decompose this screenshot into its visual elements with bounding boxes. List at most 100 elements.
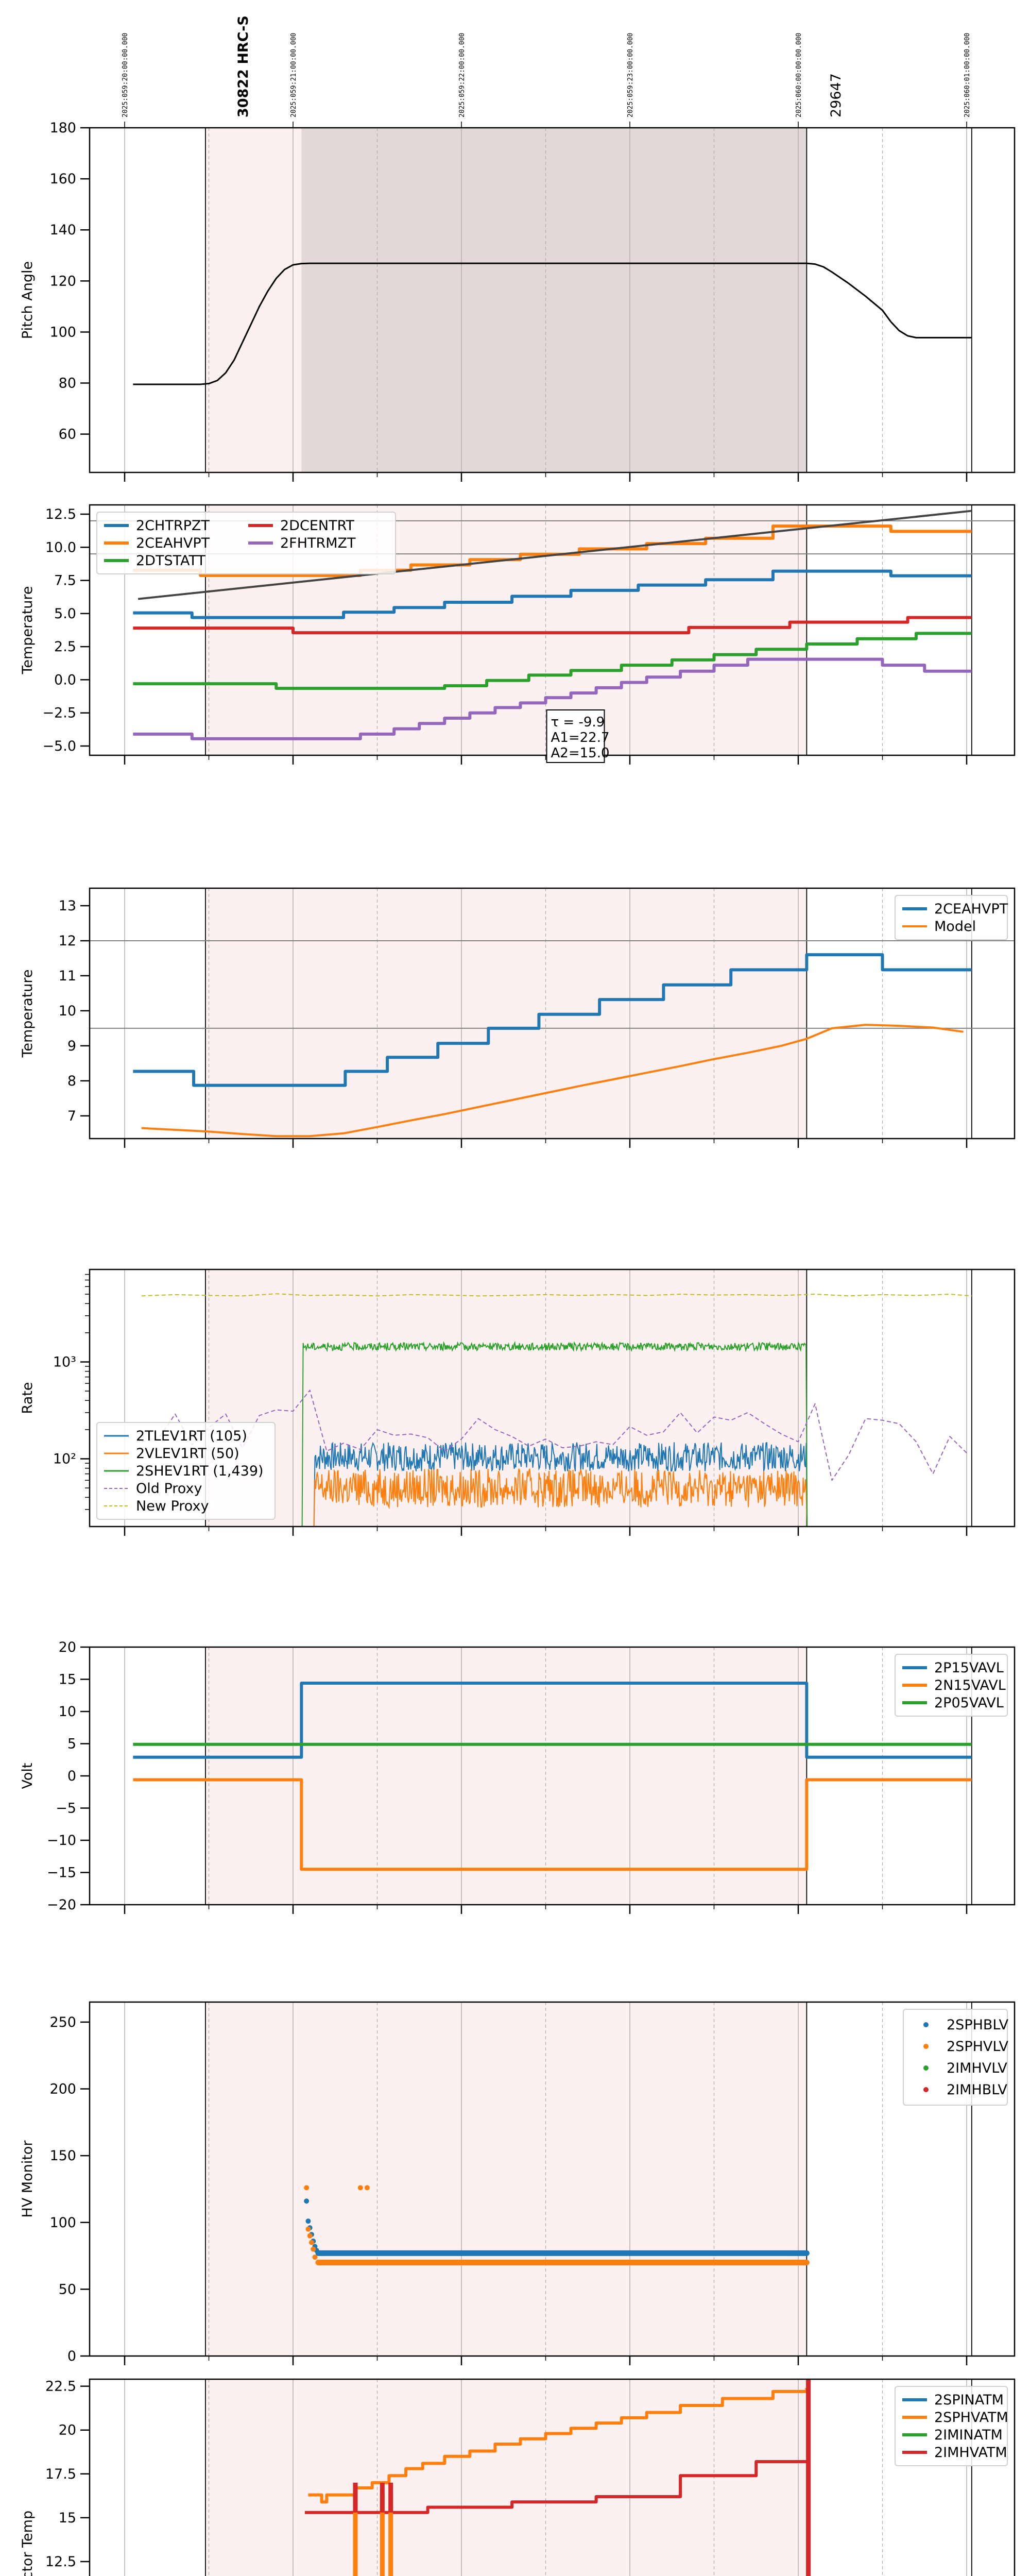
obsid-label: 30822 HRC-S [235,15,251,117]
y-tick-label: 12.5 [45,506,76,522]
series-2DTSTATT [133,632,972,690]
series-2FHTRMZT [133,657,972,740]
y-tick-label: −20 [47,1897,76,1913]
y-tick-label: 100 [49,324,76,340]
axes-frame [89,127,1016,473]
data-point-2SPHVLV [307,2233,313,2239]
data-layer [133,1682,972,1871]
y-tick-label: −5.0 [42,738,76,754]
obsid-label: 29647 [828,73,844,117]
panel-rates: 10² 10³ Rate 2TLEV1RT (105) 2VLEV1RT (50)2SH… [20,1268,1016,1536]
y-tick-label: −15 [47,1865,76,1881]
legend-box [96,1422,276,1520]
y-tick-label: −10 [47,1833,76,1849]
data-point-2SPHVLV [304,2185,310,2191]
y-tick-label: 10.0 [45,539,76,555]
y-axis-label: Pitch Angle [20,261,36,339]
series-Model [141,1024,964,1138]
legend-marker [923,2022,929,2027]
legend-label: 2SPHBLV [947,2017,1009,2033]
legend-label: 2VLEV1RT (50) [136,1446,239,1462]
annotation-line: A2=15.0 [551,745,610,761]
obs-shading [205,1647,807,1905]
top-time-label: 2025:059:22:00:00.000 [458,33,466,117]
obs-shading [205,888,807,1139]
y-tick-label: 120 [49,273,76,289]
y-axis-label: Temperature [20,969,36,1058]
y-axis-label: Rate [20,1382,36,1414]
y-tick-label: 7.5 [54,573,76,589]
data-layer [304,2379,811,2576]
legend-label: 2IMHVATM [934,2445,1007,2461]
y-tick-label: 0 [67,2348,76,2364]
y-tick-label: 80 [59,376,76,392]
y-tick-label: 17.5 [45,2466,76,2482]
legend-box [895,2386,1008,2466]
y-tick-label: 10 [59,1003,76,1019]
top-time-label: 2025:059:23:00:00.000 [627,33,634,117]
series-2TLEV1RT (105) [313,1442,808,1527]
axes-frame [89,1268,1016,1528]
legend-label: 2P15VAVL [934,1660,1004,1676]
legend-label: 2CEAHVPT [934,901,1008,917]
legend: 2CEAHVPT Model [895,895,1008,940]
legend-box [96,512,396,574]
top-time-label: 2025:059:20:00:00.000 [122,33,129,117]
series-2DCENTRT [133,616,972,635]
y-tick-label: 140 [49,222,76,238]
y-tick-label: 0 [67,1768,76,1784]
data-point-2SPHVLV [312,2255,318,2260]
obs-shading [205,2002,807,2356]
y-tick-label: 180 [49,120,76,136]
legend-box [895,1654,1008,1717]
y-tick-label: 7 [67,1108,76,1124]
legend-label: Model [934,919,976,935]
annotation-line: τ = -9.9 [551,715,605,730]
legend-marker [923,2087,929,2092]
top-time-label: 2025:060:01:00:00.000 [964,33,971,117]
y-tick-label: 150 [49,2148,76,2164]
legend-marker [923,2065,929,2071]
y-tick-label: 13 [59,898,76,914]
legend-label: 2SPINATM [934,2392,1004,2408]
axes-frame [89,887,1016,1140]
series-2P15VAVL [133,1682,972,1759]
legend-label: 2N15VAVL [934,1677,1006,1693]
legend-label: 2IMHVLV [947,2060,1007,2076]
annotation-line: A1=22.7 [551,730,610,745]
y-tick-label: 22.5 [45,2379,76,2395]
data-layer [304,2185,810,2266]
legend-label: 2CHTRPZT [136,518,210,534]
y-axis-label: Volt [20,1763,36,1789]
y-tick-label: −2.5 [42,705,76,721]
data-point-2SPHVLV [357,2185,363,2191]
y-tick-label: 50 [59,2281,76,2297]
y-axis-label: HV Monitor [20,2140,36,2218]
legend-label: 2IMHBLV [947,2082,1007,2098]
y-tick-label: 11 [59,968,76,984]
legend-label: 2SPHVATM [934,2410,1008,2426]
legend-label: 2DTSTATT [136,553,205,569]
y-axis-label: Detector Temp [20,2511,36,2576]
series-Fit [138,510,972,600]
legend-label: Old Proxy [136,1481,202,1497]
data-point-2SPHVLV [364,2185,370,2191]
series-2IMHVATM [304,2460,807,2514]
data-point-2SPHBLV [305,2218,311,2224]
top-time-label: 2025:060:00:00:00.000 [795,33,803,117]
data-point-2SPHVLV [305,2226,311,2232]
legend-marker [923,2044,929,2049]
panel-pitch: 60 80 100 120 140 160 180 Pitch Angle [20,120,1016,482]
series-2VLEV1RT (50) [313,1468,808,1527]
panel-ceahvpt_model: 7 8 9 10 11 12 13 Temperature 2CEAHVPT Model [20,887,1016,1148]
axes-frame [89,2001,1016,2357]
y-tick-label: 60 [59,427,76,443]
obs-shading [205,2379,807,2576]
annotation-box [546,709,605,763]
y-tick-label: 10 [59,1704,76,1720]
